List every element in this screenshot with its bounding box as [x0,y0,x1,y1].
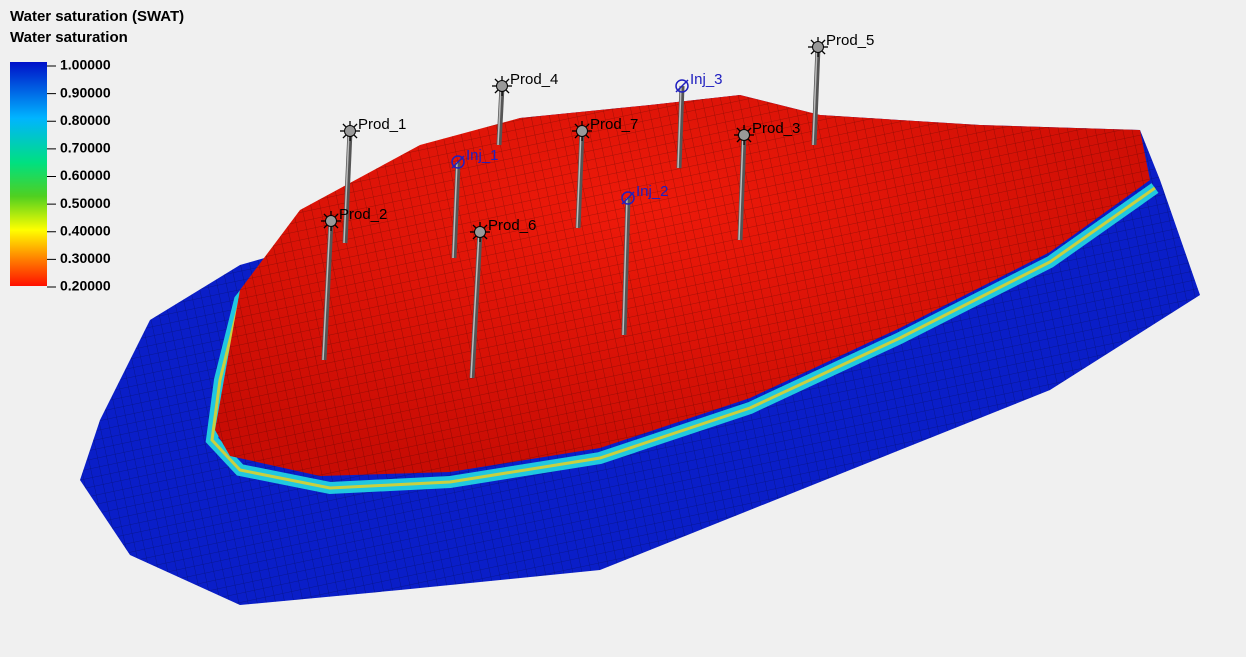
legend-subtitle: Water saturation [10,29,128,46]
well-label: Inj_2 [636,183,669,200]
well-label: Prod_3 [752,120,800,137]
well-label: Inj_1 [466,147,499,164]
producer-icon [345,126,356,137]
legend-tick-label: 0.90000 [60,84,111,100]
legend-tick-label: 0.80000 [60,112,111,128]
legend-tick-label: 0.20000 [60,278,111,294]
color-bar [10,62,47,286]
well-label: Prod_7 [590,116,638,133]
legend-tick-label: 0.50000 [60,195,111,211]
legend-title: Water saturation (SWAT) [10,8,184,25]
producer-icon [813,42,824,53]
legend-tick-label: 0.70000 [60,140,111,156]
well-label: Prod_4 [510,71,558,88]
well-label: Prod_2 [339,206,387,223]
page: Water saturation (SWAT) Water saturation… [0,0,1246,657]
legend-tick-label: 0.30000 [60,250,111,266]
reservoir-view: Water saturation (SWAT) Water saturation… [0,0,1246,652]
producer-icon [497,81,508,92]
producer-icon [475,227,486,238]
well-label: Inj_3 [690,71,723,88]
well-label: Prod_6 [488,217,536,234]
producer-icon [739,130,750,141]
producer-icon [577,126,588,137]
legend-tick-label: 0.60000 [60,167,111,183]
legend-tick-label: 1.00000 [60,57,111,73]
legend-tick-label: 0.40000 [60,222,111,238]
well-label: Prod_5 [826,32,874,49]
well-label: Prod_1 [358,116,406,133]
producer-icon [326,216,337,227]
